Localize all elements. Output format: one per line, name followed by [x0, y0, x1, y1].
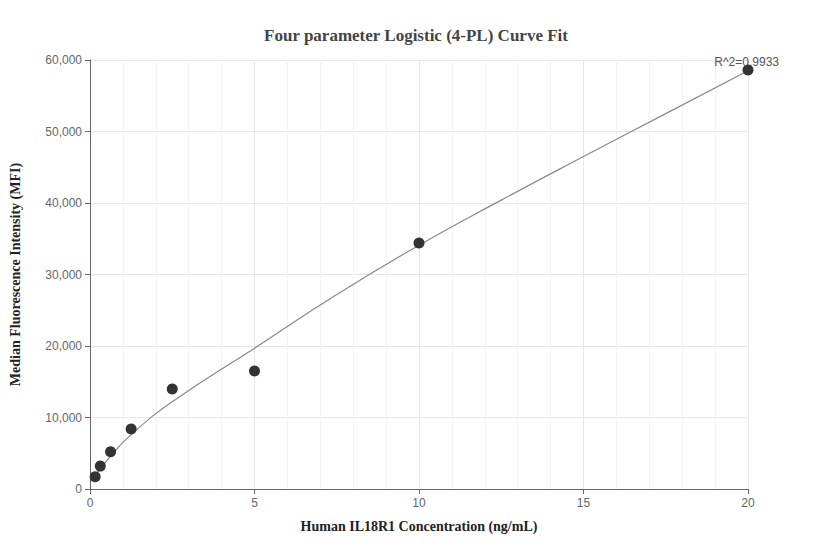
svg-text:20: 20	[741, 496, 755, 510]
svg-text:0: 0	[75, 482, 82, 496]
svg-text:5: 5	[251, 496, 258, 510]
svg-text:15: 15	[577, 496, 591, 510]
svg-text:Four parameter Logistic (4-PL): Four parameter Logistic (4-PL) Curve Fit	[264, 26, 568, 45]
svg-text:R^2=0.9933: R^2=0.9933	[714, 55, 779, 69]
svg-text:Human IL18R1 Concentration (ng: Human IL18R1 Concentration (ng/mL)	[301, 519, 538, 535]
svg-text:10: 10	[412, 496, 426, 510]
svg-text:40,000: 40,000	[45, 196, 82, 210]
svg-text:Median Fluorescence Intensity: Median Fluorescence Intensity (MFI)	[8, 163, 24, 387]
svg-text:20,000: 20,000	[45, 339, 82, 353]
svg-text:60,000: 60,000	[45, 53, 82, 67]
svg-text:30,000: 30,000	[45, 268, 82, 282]
svg-text:10,000: 10,000	[45, 411, 82, 425]
svg-text:50,000: 50,000	[45, 125, 82, 139]
svg-text:0: 0	[87, 496, 94, 510]
